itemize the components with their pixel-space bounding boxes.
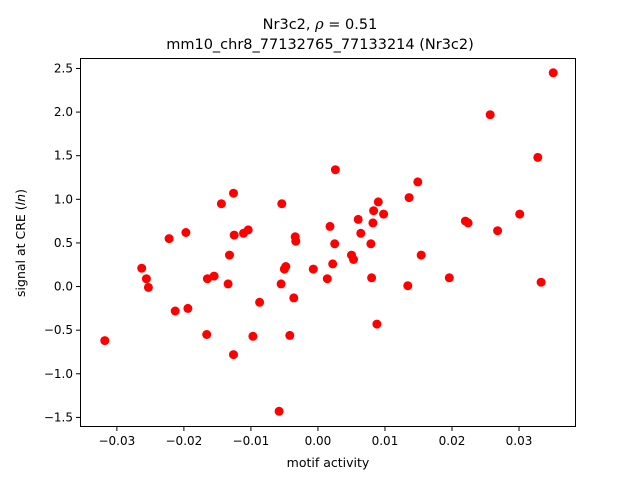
data-point-8 bbox=[183, 303, 193, 313]
data-point-46 bbox=[373, 197, 383, 207]
data-point-28 bbox=[289, 293, 299, 303]
data-point-2 bbox=[137, 263, 147, 273]
x-tick-label: 0.02 bbox=[439, 434, 466, 448]
y-tick-label: 1.0 bbox=[54, 192, 73, 206]
data-point-49 bbox=[404, 193, 414, 203]
data-point-3 bbox=[141, 274, 151, 284]
x-tick-label: −0.01 bbox=[233, 434, 270, 448]
data-point-33 bbox=[325, 221, 335, 231]
data-point-38 bbox=[349, 255, 358, 264]
data-point-6 bbox=[170, 306, 180, 316]
data-point-24 bbox=[277, 199, 287, 209]
data-point-21 bbox=[255, 297, 265, 307]
data-point-34 bbox=[328, 259, 338, 269]
data-point-23 bbox=[276, 279, 286, 289]
data-point-41 bbox=[366, 239, 376, 249]
data-point-32 bbox=[322, 274, 332, 284]
data-point-54 bbox=[463, 218, 473, 228]
y-tick-label: 2.0 bbox=[54, 105, 73, 119]
y-tick-label: 0.5 bbox=[54, 236, 73, 250]
data-point-20 bbox=[248, 331, 258, 341]
data-point-22 bbox=[274, 406, 284, 416]
plot-frame bbox=[80, 58, 576, 427]
data-point-60 bbox=[548, 68, 558, 78]
x-tick-label: 0.00 bbox=[305, 434, 332, 448]
data-point-31 bbox=[308, 264, 318, 274]
data-point-27 bbox=[285, 330, 295, 340]
x-tick-label: 0.03 bbox=[506, 434, 533, 448]
data-point-35 bbox=[330, 239, 340, 249]
data-point-4 bbox=[143, 282, 153, 292]
y-axis-label: signal at CRE (ln) bbox=[13, 189, 28, 297]
data-point-36 bbox=[330, 165, 340, 175]
data-point-7 bbox=[181, 228, 191, 237]
y-tick-label: 0.0 bbox=[54, 280, 73, 294]
x-tick-label: −0.03 bbox=[98, 434, 135, 448]
data-point-39 bbox=[353, 214, 363, 224]
data-point-57 bbox=[515, 209, 525, 219]
data-point-30 bbox=[291, 236, 301, 246]
data-point-19 bbox=[243, 225, 253, 235]
data-point-56 bbox=[493, 226, 503, 236]
data-points bbox=[100, 68, 558, 416]
chart-title-line1: Nr3c2, ρ = 0.51 bbox=[263, 17, 378, 33]
data-point-40 bbox=[356, 228, 366, 238]
data-point-59 bbox=[536, 277, 546, 287]
data-point-55 bbox=[485, 110, 495, 120]
data-point-51 bbox=[416, 250, 426, 260]
data-point-58 bbox=[533, 152, 543, 162]
y-axis-ticks: −1.5 −1.0 −0.5 0.0 0.5 1.0 1.5 2.0 2.5 bbox=[44, 61, 80, 424]
x-tick-label: 0.01 bbox=[372, 434, 399, 448]
x-axis-ticks: −0.03 −0.02 −0.01 0.00 0.01 0.02 0.03 bbox=[98, 427, 532, 448]
data-point-1 bbox=[100, 336, 110, 346]
y-tick-label: −1.0 bbox=[44, 367, 73, 381]
data-point-50 bbox=[413, 177, 423, 187]
y-tick-label: −1.5 bbox=[44, 410, 73, 424]
rho-symbol: ρ bbox=[314, 17, 324, 33]
data-point-42 bbox=[367, 273, 377, 283]
data-point-12 bbox=[216, 199, 226, 209]
data-point-43 bbox=[368, 218, 378, 228]
data-point-16 bbox=[229, 230, 239, 240]
data-point-5 bbox=[164, 234, 174, 244]
data-point-11 bbox=[209, 271, 219, 281]
y-tick-label: 2.5 bbox=[54, 61, 73, 75]
data-point-47 bbox=[379, 209, 389, 219]
x-axis-label: motif activity bbox=[287, 455, 370, 470]
data-point-44 bbox=[369, 206, 379, 216]
y-tick-label: −0.5 bbox=[44, 323, 73, 337]
data-point-17 bbox=[229, 350, 238, 360]
data-point-14 bbox=[225, 250, 234, 260]
data-point-9 bbox=[202, 330, 212, 339]
x-tick-label: −0.02 bbox=[166, 434, 203, 448]
data-point-26 bbox=[281, 262, 291, 271]
chart-title-line2: mm10_chr8_77132765_77133214 (Nr3c2) bbox=[166, 37, 474, 53]
data-point-15 bbox=[229, 188, 238, 198]
data-point-48 bbox=[403, 281, 413, 291]
y-tick-label: 1.5 bbox=[54, 149, 73, 163]
data-point-13 bbox=[223, 279, 233, 289]
data-point-45 bbox=[372, 319, 382, 329]
data-point-52 bbox=[444, 273, 454, 283]
